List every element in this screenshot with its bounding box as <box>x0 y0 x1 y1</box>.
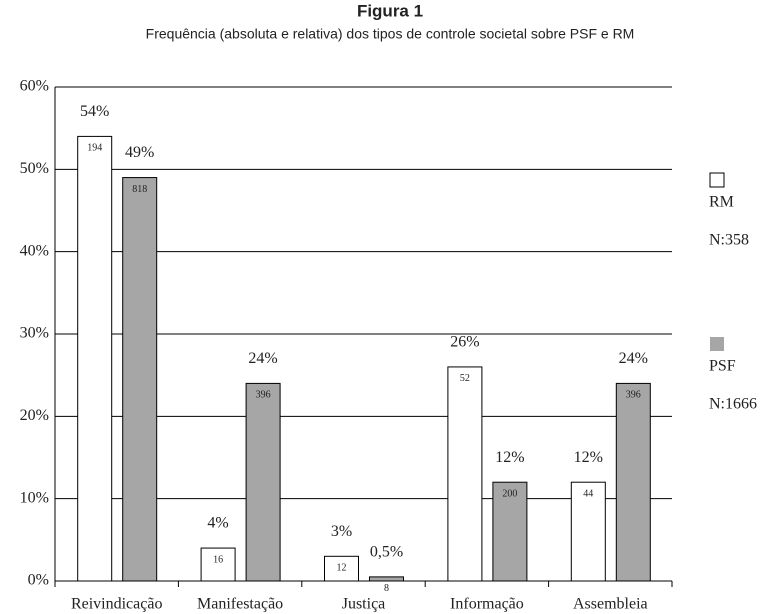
value-label: 26% <box>450 334 479 351</box>
x-tick-label: Justiça <box>342 596 386 613</box>
bar <box>615 382 651 582</box>
x-tick-label: Assembleia <box>573 596 648 613</box>
count-label: 12 <box>337 563 347 574</box>
value-label: 12% <box>574 449 603 466</box>
bar <box>324 555 359 582</box>
chart-subtitle: Frequência (absoluta e relativa) dos tip… <box>146 26 635 42</box>
value-label: 24% <box>619 350 648 367</box>
bar <box>77 135 113 582</box>
count-label: 8 <box>384 583 389 594</box>
y-tick-label: 50% <box>20 160 49 177</box>
y-tick-label: 0% <box>28 572 49 589</box>
bar <box>369 576 404 582</box>
x-tick-label: Informação <box>450 596 524 613</box>
legend-n: N:358 <box>709 232 749 249</box>
count-label: 396 <box>256 390 271 401</box>
count-label: 44 <box>583 488 593 499</box>
legend-swatch <box>709 172 725 188</box>
value-label: 0,5% <box>370 544 403 561</box>
bar <box>447 366 483 582</box>
chart-title: Figura 1 <box>357 1 423 20</box>
x-tick-label: Manifestação <box>197 596 283 613</box>
legend-swatch <box>710 337 724 351</box>
count-label: 16 <box>213 554 223 565</box>
count-label: 194 <box>87 143 102 154</box>
bar <box>245 382 281 582</box>
y-tick-label: 40% <box>20 242 49 259</box>
legend-label: PSF <box>709 358 736 375</box>
value-label: 3% <box>331 523 352 540</box>
value-label: 12% <box>495 449 524 466</box>
y-tick-label: 30% <box>20 325 49 342</box>
value-label: 49% <box>125 144 154 161</box>
y-tick-label: 10% <box>20 489 49 506</box>
bar <box>200 547 236 582</box>
value-label: 4% <box>207 515 228 532</box>
bar <box>492 481 528 582</box>
y-tick-label: 20% <box>20 407 49 424</box>
bar <box>570 481 606 582</box>
value-label: 24% <box>248 350 277 367</box>
count-label: 396 <box>626 390 641 401</box>
y-tick-label: 60% <box>20 78 49 95</box>
count-label: 818 <box>132 184 147 195</box>
count-label: 52 <box>460 373 470 384</box>
x-tick-label: Reivindicação <box>71 596 163 613</box>
legend-label: RM <box>709 194 734 211</box>
legend-n: N:1666 <box>709 396 757 413</box>
value-label: 54% <box>80 103 109 120</box>
count-label: 200 <box>502 488 517 499</box>
bar <box>122 177 158 582</box>
